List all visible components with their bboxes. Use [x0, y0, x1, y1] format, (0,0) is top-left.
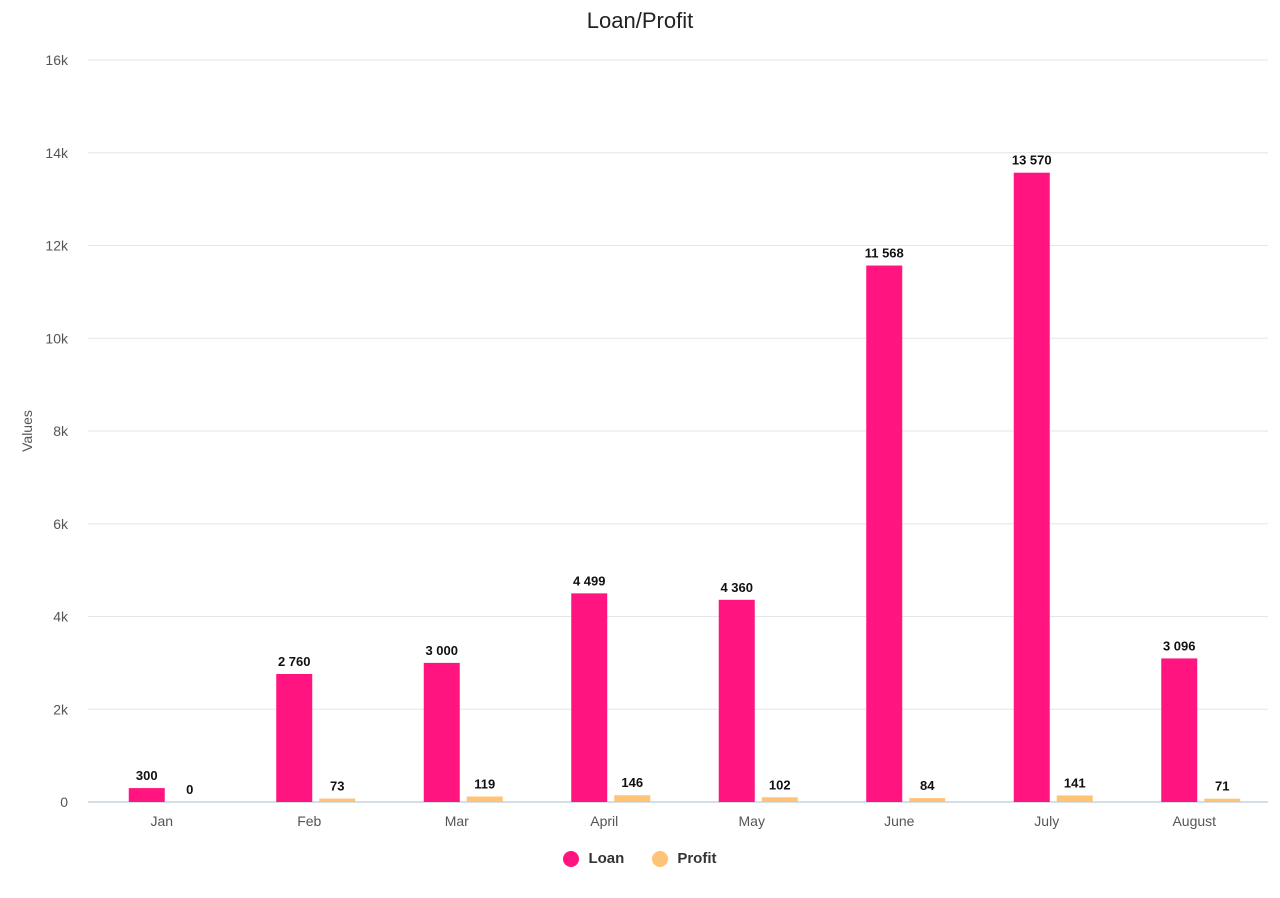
x-tick-label: Jan: [150, 813, 173, 829]
legend-dot-loan-icon: [563, 850, 580, 867]
x-tick-label: Feb: [297, 813, 321, 829]
bar-loan: [1013, 172, 1050, 802]
data-label-loan: 13 570: [1012, 153, 1052, 168]
y-tick-label: 10k: [45, 330, 69, 346]
bar-loan: [128, 788, 165, 802]
bar-profit: [1056, 795, 1093, 802]
legend-item-loan[interactable]: Loan: [563, 850, 624, 867]
y-tick-label: 16k: [45, 52, 69, 68]
data-label-profit: 102: [769, 777, 791, 792]
bar-loan: [571, 593, 608, 802]
chart-title: Loan/Profit: [586, 8, 694, 33]
y-tick-label: 6k: [53, 516, 69, 532]
data-label-profit: 146: [621, 775, 643, 790]
data-label-profit: 0: [186, 782, 193, 797]
x-tick-label: May: [739, 813, 765, 829]
y-tick-label: 2k: [53, 701, 69, 717]
bar-profit: [614, 795, 651, 802]
x-tick-label: August: [1172, 813, 1216, 829]
data-label-loan: 4 499: [573, 573, 606, 588]
y-tick-label: 12k: [45, 238, 69, 254]
bar-profit: [319, 798, 356, 802]
legend-item-profit[interactable]: Profit: [652, 850, 717, 867]
y-axis-title: Values: [19, 410, 35, 452]
x-tick-label: Mar: [445, 813, 469, 829]
data-label-loan: 4 360: [720, 580, 753, 595]
bar-profit: [761, 797, 798, 802]
x-tick-label: July: [1034, 813, 1059, 829]
data-label-loan: 300: [136, 768, 158, 783]
legend-label-profit: Profit: [677, 850, 717, 867]
y-tick-label: 14k: [45, 145, 69, 161]
data-label-loan: 3 096: [1163, 638, 1196, 653]
y-tick-label: 0: [60, 794, 68, 810]
data-label-profit: 119: [474, 776, 495, 791]
bar-loan: [718, 599, 755, 802]
bar-profit: [466, 796, 503, 802]
legend-label-loan: Loan: [588, 850, 625, 867]
bar-profit: [909, 798, 946, 802]
data-label-loan: 11 568: [865, 246, 904, 261]
data-label-profit: 71: [1215, 779, 1229, 794]
data-label-loan: 3 000: [425, 643, 458, 658]
legend-dot-profit-icon: [652, 850, 669, 867]
bar-loan: [1161, 658, 1198, 802]
y-tick-label: 8k: [53, 423, 69, 439]
bar-loan: [866, 265, 903, 802]
data-label-profit: 84: [920, 778, 935, 793]
x-tick-label: June: [884, 813, 915, 829]
legend: Loan Profit: [0, 850, 1280, 867]
data-label-profit: 73: [330, 779, 344, 794]
x-tick-label: April: [590, 813, 618, 829]
data-label-profit: 141: [1064, 775, 1086, 790]
data-label-loan: 2 760: [278, 654, 311, 669]
bar-loan: [276, 674, 313, 802]
bar-loan: [423, 662, 460, 802]
y-tick-label: 4k: [53, 609, 69, 625]
bar-profit: [1204, 798, 1241, 802]
